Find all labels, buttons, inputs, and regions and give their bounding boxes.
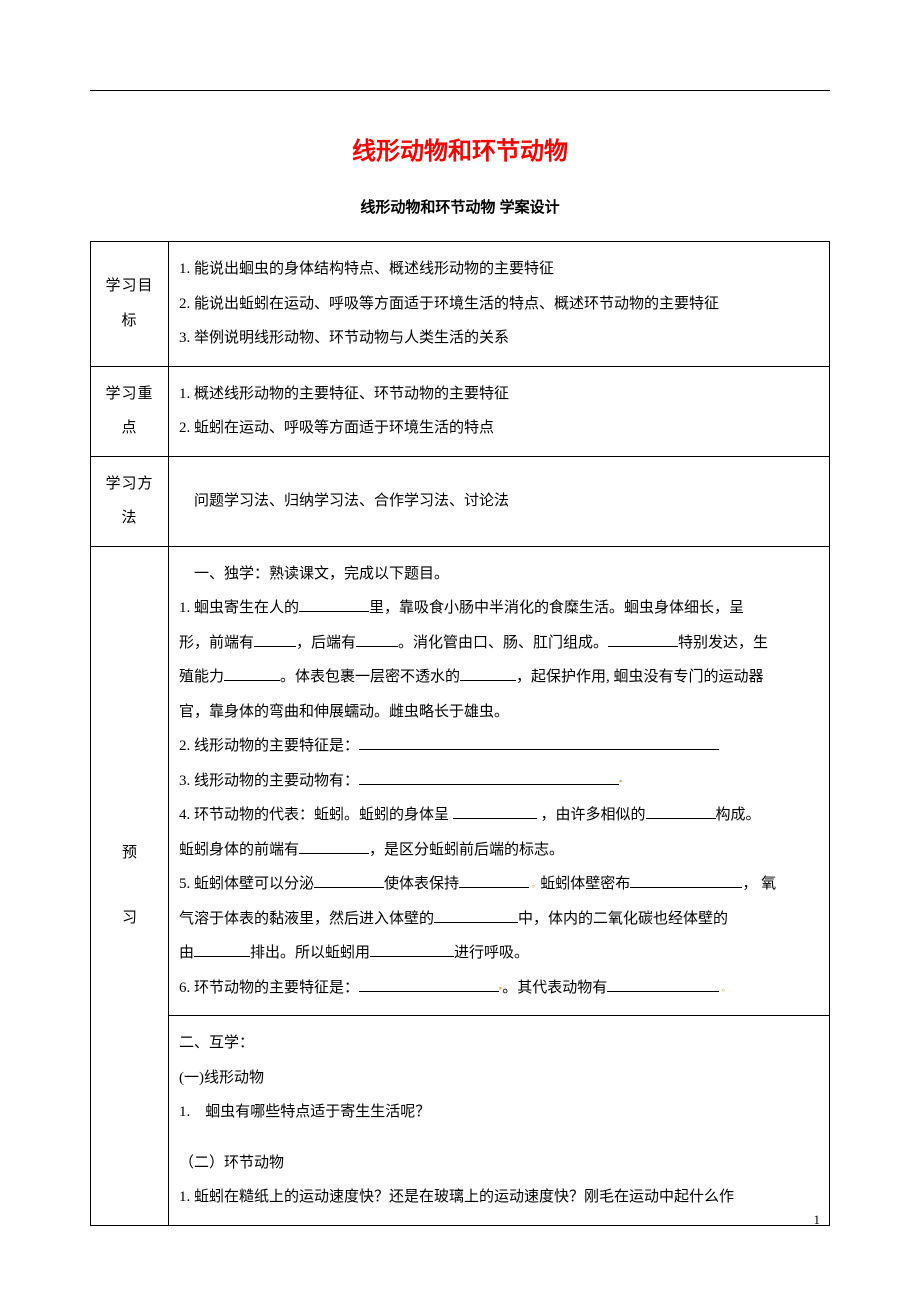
section-2-q1: 1. 蚯蚓在糙纸上的运动速度快？还是在玻璃上的运动速度快？刚毛在运动中起什么作 (179, 1180, 819, 1215)
objective-line: 1. 能说出蛔虫的身体结构特点、概述线形动物的主要特征 (179, 252, 819, 287)
table-row: 学习方法 问题学习法、归纳学习法、合作学习法、讨论法 (91, 456, 830, 546)
fill-blank[interactable] (314, 872, 384, 888)
fill-blank[interactable] (460, 665, 516, 681)
table-row: 二、互学： (一)线形动物 1. 蛔虫有哪些特点适于寄生生活呢？ （二）环节动物… (91, 1016, 830, 1226)
preview-part2: 二、互学： (一)线形动物 1. 蛔虫有哪些特点适于寄生生活呢？ （二）环节动物… (169, 1016, 830, 1226)
accent-dot: 。 (719, 983, 730, 993)
fill-blank[interactable] (646, 803, 716, 819)
row-label-preview: 预 习 (91, 546, 169, 1225)
accent-dot: 。 (529, 879, 540, 889)
keypoints-content: 1. 概述线形动物的主要特征、环节动物的主要特征 2. 蚯蚓在运动、呼吸等方面适… (169, 366, 830, 456)
fill-blank[interactable] (607, 976, 719, 992)
section-1-heading: (一)线形动物 (179, 1061, 819, 1096)
part2-heading: 二、互学： (179, 1026, 819, 1061)
part1-heading: 一、独学：熟读课文，完成以下题目。 (179, 557, 819, 592)
objectives-content: 1. 能说出蛔虫的身体结构特点、概述线形动物的主要特征 2. 能说出蚯蚓在运动、… (169, 242, 830, 367)
section-2-heading: （二）环节动物 (179, 1146, 819, 1181)
question-2: 2. 线形动物的主要特征是： (179, 729, 819, 764)
row-label-keypoints: 学习重点 (91, 366, 169, 456)
keypoint-line: 2. 蚯蚓在运动、呼吸等方面适于环境生活的特点 (179, 411, 819, 446)
fill-blank[interactable] (359, 734, 719, 750)
row-label-objectives: 学习目标 (91, 242, 169, 367)
keypoint-line: 1. 概述线形动物的主要特征、环节动物的主要特征 (179, 377, 819, 412)
accent-dot: ▪ (619, 776, 622, 786)
section-1-q1: 1. 蛔虫有哪些特点适于寄生生活呢？ (179, 1095, 819, 1130)
top-rule (90, 90, 830, 91)
question-1: 1. 蛔虫寄生在人的里，靠吸食小肠中半消化的食糜生活。蛔虫身体细长，呈 形，前端… (179, 591, 819, 729)
objective-line: 3. 举例说明线形动物、环节动物与人类生活的关系 (179, 321, 819, 356)
question-3: 3. 线形动物的主要动物有：▪ (179, 764, 819, 799)
table-row: 学习目标 1. 能说出蛔虫的身体结构特点、概述线形动物的主要特征 2. 能说出蚯… (91, 242, 830, 367)
fill-blank[interactable] (434, 907, 518, 923)
fill-blank[interactable] (370, 941, 454, 957)
fill-blank[interactable] (299, 838, 369, 854)
fill-blank[interactable] (356, 631, 398, 647)
question-4: 4. 环节动物的代表：蚯蚓。蚯蚓的身体呈 ，由许多相似的构成。 蚯蚓身体的前端有… (179, 798, 819, 867)
fill-blank[interactable] (459, 872, 529, 888)
table-row: 学习重点 1. 概述线形动物的主要特征、环节动物的主要特征 2. 蚯蚓在运动、呼… (91, 366, 830, 456)
fill-blank[interactable] (359, 976, 499, 992)
page-number: 1 (814, 1212, 821, 1228)
gap (179, 1130, 819, 1146)
table-row: 预 习 一、独学：熟读课文，完成以下题目。 1. 蛔虫寄生在人的里，靠吸食小肠中… (91, 546, 830, 1016)
page-title: 线形动物和环节动物 (90, 131, 830, 166)
objective-line: 2. 能说出蚯蚓在运动、呼吸等方面适于环境生活的特点、概述环节动物的主要特征 (179, 287, 819, 322)
methods-content: 问题学习法、归纳学习法、合作学习法、讨论法 (169, 456, 830, 546)
fill-blank[interactable] (254, 631, 296, 647)
document-page: 线形动物和环节动物 线形动物和环节动物 学案设计 学习目标 1. 能说出蛔虫的身… (0, 0, 920, 1246)
question-6: 6. 环节动物的主要特征是：▪。其代表动物有 。 (179, 971, 819, 1006)
study-plan-table: 学习目标 1. 能说出蛔虫的身体结构特点、概述线形动物的主要特征 2. 能说出蚯… (90, 241, 830, 1226)
fill-blank[interactable] (224, 665, 280, 681)
row-label-methods: 学习方法 (91, 456, 169, 546)
fill-blank[interactable] (608, 631, 678, 647)
fill-blank[interactable] (299, 596, 369, 612)
fill-blank[interactable] (453, 803, 537, 819)
subtitle: 线形动物和环节动物 学案设计 (90, 196, 830, 217)
fill-blank[interactable] (359, 769, 619, 785)
preview-part1: 一、独学：熟读课文，完成以下题目。 1. 蛔虫寄生在人的里，靠吸食小肠中半消化的… (169, 546, 830, 1016)
fill-blank[interactable] (630, 872, 742, 888)
question-5: 5. 蚯蚓体壁可以分泌使体表保持 。蚯蚓体壁密布， 氧 气溶于体表的黏液里，然后… (179, 867, 819, 971)
fill-blank[interactable] (194, 941, 250, 957)
